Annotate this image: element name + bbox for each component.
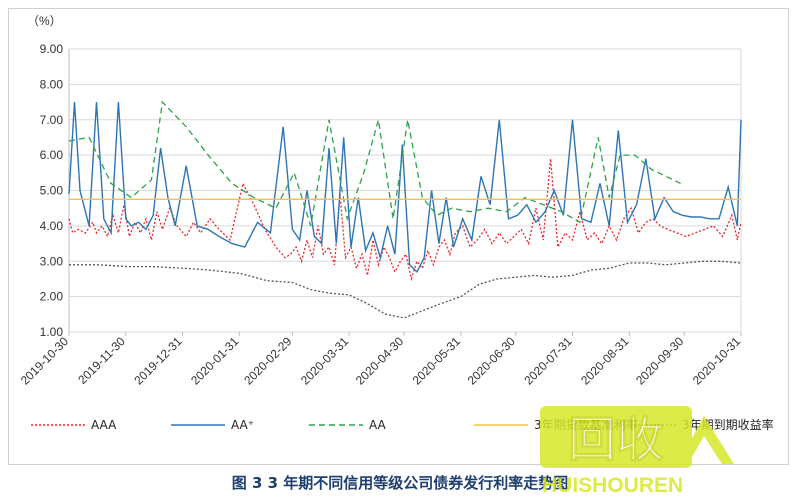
y-tick-label: 3.00 (40, 254, 64, 268)
watermark-main-text: 回收 (568, 412, 664, 468)
series-line (69, 260, 742, 319)
y-axis-ticks: 1.00 2.00 3.00 4.00 5.00 6.00 7.00 8.00 9.00 (40, 42, 64, 339)
line-chart: （%） 1.00 2.00 3.00 4.00 5.00 6.00 7.00 8.00 9.00… (18, 14, 774, 432)
x-tick-label: 2020-03-31 (298, 334, 352, 388)
y-unit-label: （%） (27, 14, 62, 28)
x-tick-label: 2020-07-31 (521, 334, 575, 388)
x-tick-label: 2020-09-30 (633, 334, 687, 388)
y-tick-label: 5.00 (40, 184, 64, 198)
y-tick-label: 7.00 (40, 113, 64, 127)
watermark-arrow-icon (678, 416, 734, 464)
x-tick-label: 2020-05-31 (410, 334, 464, 388)
watermark-sub-text: HUISHOUREN (542, 474, 683, 497)
series-line (68, 100, 681, 227)
x-tick-label: 2019-11-30 (75, 334, 128, 387)
y-tick-label: 6.00 (40, 148, 64, 162)
x-tick-label: 2020-02-29 (241, 334, 295, 388)
x-tick-label: 2020-06-30 (465, 334, 519, 388)
chart-frame: （%） 1.00 2.00 3.00 4.00 5.00 6.00 7.00 8.00 9.00… (8, 8, 789, 465)
x-axis-ticks: 2019-10-30 2019-11-30 2019-12-31 2020-01-31… (18, 332, 744, 388)
figure-caption: 图 3 3 年期不同信用等级公司债券发行利率走势图 (231, 474, 569, 492)
series-line (68, 102, 742, 274)
x-tick-label: 2019-12-31 (131, 334, 185, 388)
x-tick-label: 2019-10-30 (18, 334, 72, 388)
legend-label: AA (369, 418, 387, 432)
series-line (68, 158, 742, 282)
legend-label: AA⁺ (231, 418, 254, 432)
series-lines (68, 100, 742, 319)
y-tick-label: 8.00 (40, 77, 64, 91)
legend-label: AAA (91, 418, 117, 432)
x-tick-label: 2020-10-31 (690, 334, 744, 388)
watermark-logo: 回收 HUISHOUREN (540, 406, 734, 497)
x-tick-label: 2020-04-30 (353, 334, 407, 388)
watermark-badge (540, 406, 692, 468)
y-tick-label: 9.00 (40, 42, 64, 56)
y-tick-label: 2.00 (40, 290, 64, 304)
y-tick-label: 4.00 (40, 219, 64, 233)
x-tick-label: 2020-08-31 (578, 334, 632, 388)
y-tick-label: 1.00 (40, 325, 64, 339)
x-tick-label: 2020-01-31 (188, 334, 242, 388)
